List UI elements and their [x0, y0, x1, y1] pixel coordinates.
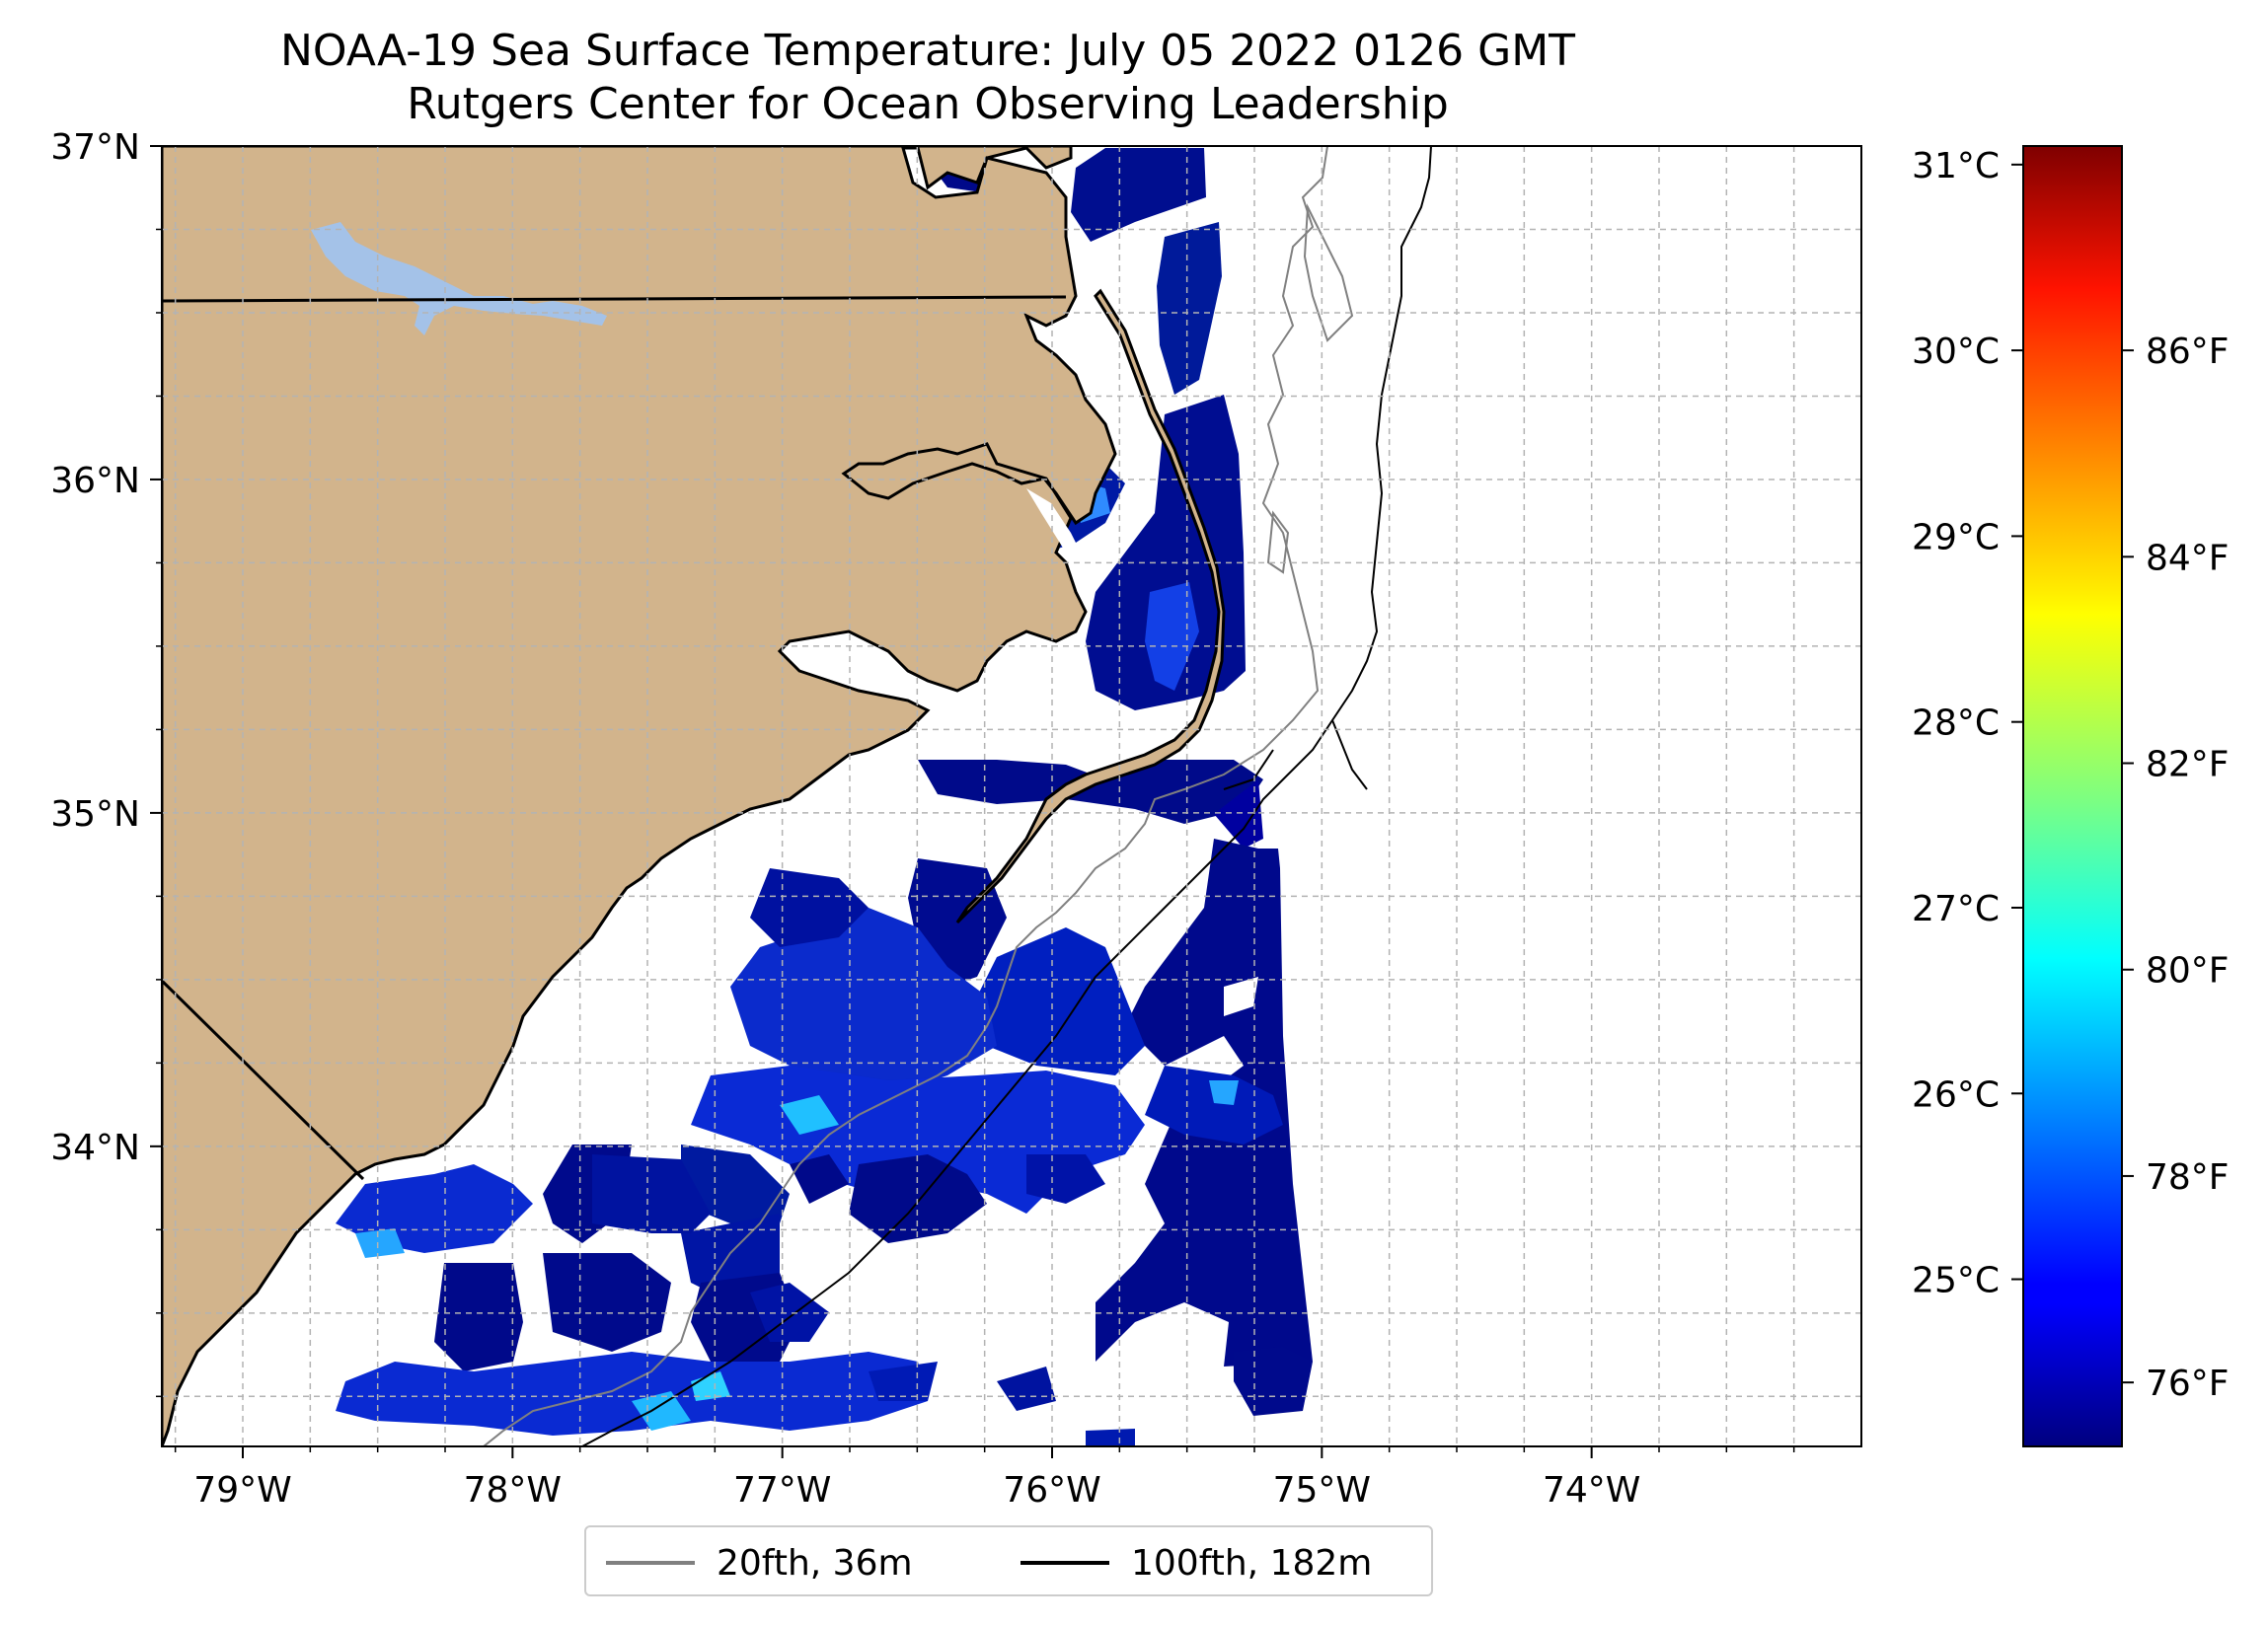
fahrenheit-tick-label: 84°F: [2146, 538, 2230, 578]
lat-tick-label: 35°N: [50, 794, 140, 835]
legend: 20fth, 36m 100fth, 182m: [584, 1525, 1433, 1596]
lon-tick-label: 74°W: [1543, 1470, 1640, 1511]
pamlico-sound-inlet: [1026, 488, 1096, 602]
celsius-tick-label: 28°C: [1912, 703, 2000, 744]
sst-patch: [434, 1263, 523, 1371]
sst-patch: [592, 1154, 711, 1233]
sst-warm-spot: [780, 1095, 839, 1135]
legend-swatch-black: [1021, 1561, 1109, 1565]
lat-tick-label: 34°N: [50, 1128, 140, 1168]
sst-patch: [750, 1283, 829, 1342]
longitude-axis: 79°W 78°W 77°W 76°W 75°W 74°W: [174, 1446, 1795, 1511]
sst-patch: [1086, 1429, 1135, 1446]
sst-patch: [790, 1154, 849, 1204]
fahrenheit-tick-label: 78°F: [2146, 1157, 2230, 1198]
celsius-tick-label: 25°C: [1912, 1261, 2000, 1301]
celsius-tick-label: 29°C: [1912, 517, 2000, 557]
cloud-gap: [1224, 977, 1258, 1016]
map-frame: [161, 145, 1862, 1447]
fahrenheit-tick-label: 80°F: [2146, 951, 2230, 992]
legend-label: 20fth, 36m: [717, 1542, 913, 1584]
sst-patch: [1145, 1066, 1283, 1145]
sst-patch: [1026, 1154, 1105, 1204]
map-title: NOAA-19 Sea Surface Temperature: July 05…: [279, 26, 1576, 76]
fahrenheit-tick-label: 82°F: [2146, 745, 2230, 785]
sst-patch: [918, 760, 1263, 824]
sst-patch: [1071, 148, 1206, 242]
sst-patch: [1086, 395, 1246, 710]
sst-patch: [997, 1367, 1056, 1411]
contour-100fth-spur: [1331, 719, 1368, 790]
sst-patch: [336, 1352, 928, 1436]
contour-20fth-shoal: [1303, 203, 1354, 342]
sst-warm-spot: [1145, 582, 1199, 691]
contour-20fth-shoal: [1266, 510, 1290, 574]
land-north-carolina: [162, 146, 1117, 1446]
celsius-tick-label: 27°C: [1912, 889, 2000, 929]
map-area: [162, 146, 1861, 1446]
fahrenheit-tick-label: 76°F: [2146, 1364, 2230, 1404]
lat-tick-label: 37°N: [50, 127, 140, 168]
celsius-tick-label: 26°C: [1912, 1074, 2000, 1115]
lat-tick-label: 36°N: [50, 461, 140, 501]
legend-item-20fth: 20fth, 36m: [606, 1541, 913, 1585]
legend-label: 100fth, 182m: [1131, 1542, 1373, 1584]
state-border-va-nc: [162, 295, 1067, 303]
colorbar-celsius-axis: 25°C 26°C 27°C 28°C 29°C 30°C 31°C: [1912, 146, 2023, 1301]
sst-patch: [977, 927, 1145, 1075]
colorbar-fahrenheit-axis: 76°F 78°F 80°F 82°F 84°F 86°F: [2122, 332, 2230, 1404]
outer-banks-barrier: [955, 288, 1226, 924]
sst-patch: [1234, 1347, 1313, 1416]
sst-warm-spot: [1209, 1080, 1239, 1105]
lon-tick-label: 77°W: [733, 1470, 831, 1511]
lon-tick-label: 76°W: [1003, 1470, 1100, 1511]
fahrenheit-tick-label: 86°F: [2146, 332, 2230, 372]
sst-patch: [1157, 222, 1222, 395]
celsius-tick-label: 30°C: [1912, 332, 2000, 372]
lon-tick-label: 78°W: [464, 1470, 562, 1511]
celsius-tick-label: 31°C: [1912, 146, 2000, 186]
contour-100fth: [581, 146, 1432, 1446]
sst-patch: [869, 1362, 938, 1401]
sst-patch: [543, 1253, 671, 1352]
sst-warm-spot: [355, 1228, 405, 1258]
legend-swatch-gray: [606, 1561, 695, 1565]
map-subtitle: Rutgers Center for Ocean Observing Leade…: [407, 79, 1449, 129]
contour-100fth-spur: [1223, 749, 1274, 790]
colorbar: [2022, 145, 2123, 1447]
sst-patch: [1214, 779, 1263, 849]
legend-item-100fth: 100fth, 182m: [1021, 1541, 1372, 1585]
lake-gaston-reservoir: [311, 222, 607, 335]
sst-warm-spot: [691, 1371, 730, 1401]
lon-tick-label: 79°W: [193, 1470, 291, 1511]
latitude-axis: 37°N 36°N 35°N 34°N: [50, 127, 162, 1398]
sst-patch: [730, 908, 997, 1095]
sst-patch: [750, 868, 869, 947]
contour-20fth: [483, 146, 1328, 1446]
lon-tick-label: 75°W: [1273, 1470, 1371, 1511]
sst-patch: [681, 1145, 790, 1223]
sst-warm-spot: [632, 1391, 691, 1431]
